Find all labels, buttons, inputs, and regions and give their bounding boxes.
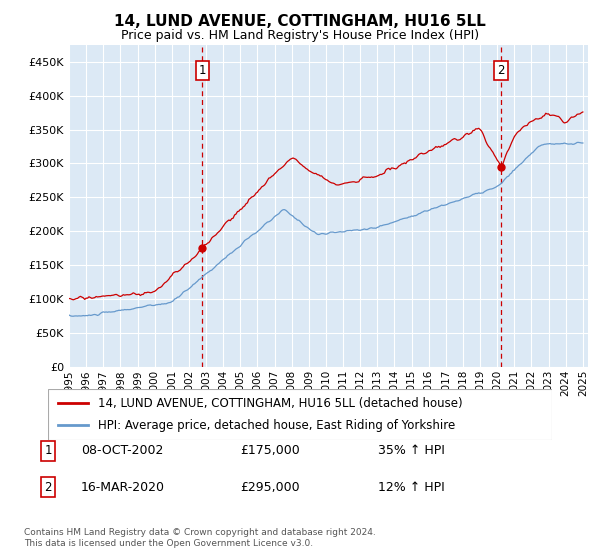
Text: 14, LUND AVENUE, COTTINGHAM, HU16 5LL (detached house): 14, LUND AVENUE, COTTINGHAM, HU16 5LL (d… xyxy=(98,397,463,410)
Text: 2: 2 xyxy=(497,64,505,77)
Text: Price paid vs. HM Land Registry's House Price Index (HPI): Price paid vs. HM Land Registry's House … xyxy=(121,29,479,42)
Text: £295,000: £295,000 xyxy=(240,480,299,494)
Text: 1: 1 xyxy=(44,444,52,458)
FancyBboxPatch shape xyxy=(48,389,552,440)
Text: £175,000: £175,000 xyxy=(240,444,300,458)
Text: Contains HM Land Registry data © Crown copyright and database right 2024.
This d: Contains HM Land Registry data © Crown c… xyxy=(24,528,376,548)
Text: 1: 1 xyxy=(199,64,206,77)
Text: 2: 2 xyxy=(44,480,52,494)
Text: 16-MAR-2020: 16-MAR-2020 xyxy=(81,480,165,494)
Text: 08-OCT-2002: 08-OCT-2002 xyxy=(81,444,163,458)
Text: HPI: Average price, detached house, East Riding of Yorkshire: HPI: Average price, detached house, East… xyxy=(98,419,455,432)
Text: 35% ↑ HPI: 35% ↑ HPI xyxy=(378,444,445,458)
Text: 14, LUND AVENUE, COTTINGHAM, HU16 5LL: 14, LUND AVENUE, COTTINGHAM, HU16 5LL xyxy=(114,14,486,29)
Text: 12% ↑ HPI: 12% ↑ HPI xyxy=(378,480,445,494)
